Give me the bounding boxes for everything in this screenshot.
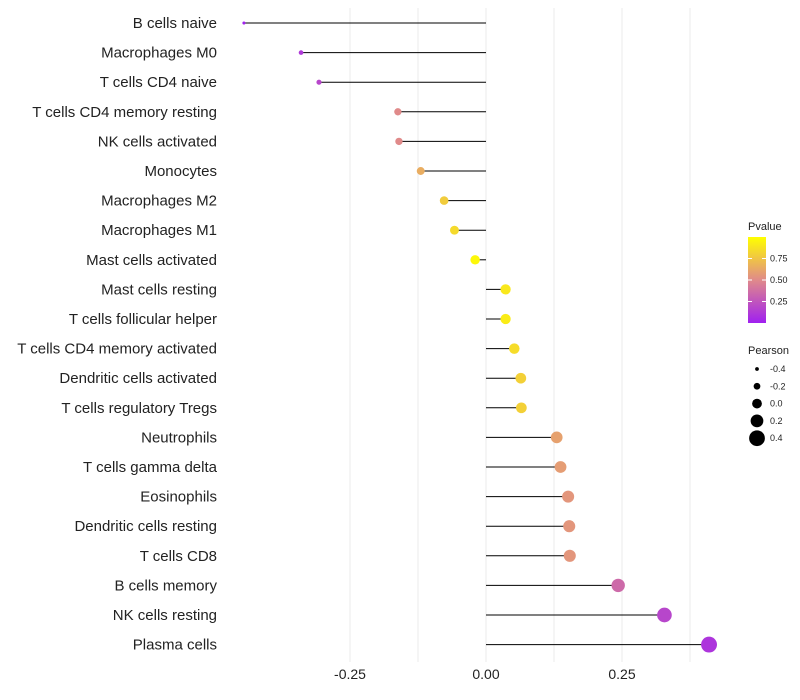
lollipop-point	[439, 196, 449, 205]
lollipop-point	[500, 313, 511, 325]
lollipop-point	[611, 578, 625, 593]
y-tick-label: Neutrophils	[141, 429, 217, 446]
y-tick-label: NK cells activated	[98, 133, 217, 150]
pearson-legend-label: 0.0	[770, 399, 783, 409]
lollipop-point	[562, 490, 575, 503]
y-tick-label: Dendritic cells resting	[74, 518, 217, 535]
pvalue-legend-title: Pvalue	[748, 221, 782, 233]
lollipop-point	[316, 79, 322, 85]
y-tick-label: T cells gamma delta	[83, 459, 218, 476]
lollipop-segments	[243, 22, 710, 646]
y-tick-label: Monocytes	[144, 163, 217, 180]
pvalue-legend-label: 0.25	[770, 297, 788, 307]
y-tick-label: Macrophages M0	[101, 45, 217, 62]
lollipop-point	[416, 167, 425, 175]
pearson-legend-dot	[749, 430, 765, 447]
y-tick-label: Mast cells resting	[101, 281, 217, 298]
pearson-legend-entries: -0.4 -0.2 0.0 0.2 0.4	[749, 364, 786, 447]
lollipop-point	[470, 255, 480, 265]
pvalue-legend-label: 0.50	[770, 275, 788, 285]
lollipop-point	[500, 284, 511, 295]
pearson-legend-dot	[750, 414, 764, 428]
y-tick-label: T cells CD4 memory activated	[17, 341, 217, 358]
pearson-legend-dot	[755, 367, 759, 371]
lollipop-point	[515, 402, 527, 414]
y-tick-label: NK cells resting	[113, 607, 217, 624]
lollipop-point	[509, 343, 520, 354]
y-tick-label: T cells CD8	[140, 548, 217, 565]
y-tick-label: T cells follicular helper	[69, 311, 217, 328]
lollipop-point	[450, 225, 459, 235]
lollipop-point	[554, 461, 567, 473]
y-tick-label: T cells CD4 memory resting	[32, 104, 217, 121]
y-tick-label: T cells regulatory Tregs	[61, 400, 217, 417]
lollipop-point	[515, 372, 527, 384]
y-tick-label: B cells memory	[114, 577, 217, 594]
x-tick-label: 0.25	[608, 666, 635, 682]
y-axis-labels: B cells naive Macrophages M0 T cells CD4 n…	[17, 15, 217, 654]
pearson-legend: Pearson -0.4 -0.2 0.0 0.2 0.4	[748, 345, 789, 447]
x-tick-label: 0.00	[472, 666, 499, 682]
pearson-legend-label: 0.4	[770, 433, 783, 443]
y-tick-label: B cells naive	[133, 15, 217, 32]
pvalue-legend: Pvalue 0.75 0.50 0.25	[748, 221, 788, 323]
y-tick-label: Macrophages M2	[101, 193, 217, 210]
x-tick-label: -0.25	[334, 666, 366, 682]
pvalue-legend-label: 0.75	[770, 254, 788, 264]
pearson-legend-label: 0.2	[770, 416, 783, 426]
pearson-legend-title: Pearson	[748, 345, 789, 357]
lollipop-point	[395, 137, 403, 146]
y-tick-label: Dendritic cells activated	[59, 370, 217, 387]
lollipop-point	[563, 520, 576, 533]
pearson-legend-label: -0.4	[770, 364, 786, 374]
lollipop-points	[242, 21, 717, 653]
pearson-legend-label: -0.2	[770, 381, 786, 391]
lollipop-point	[563, 549, 576, 562]
pearson-legend-dot	[753, 382, 761, 390]
y-tick-label: T cells CD4 naive	[100, 74, 217, 91]
lollipop-point	[242, 21, 246, 25]
x-axis-tick-labels: -0.25 0.00 0.25	[334, 666, 636, 682]
y-tick-label: Mast cells activated	[86, 252, 217, 269]
y-tick-label: Eosinophils	[140, 489, 217, 506]
lollipop-point	[550, 431, 563, 444]
lollipop-point	[657, 607, 672, 623]
y-tick-label: Macrophages M1	[101, 222, 217, 239]
grid-lines	[349, 8, 691, 662]
lollipop-point	[701, 636, 717, 653]
lollipop-point	[394, 108, 402, 116]
lollipop-point	[298, 50, 304, 55]
y-tick-label: Plasma cells	[133, 637, 217, 654]
pvalue-legend-ticks: 0.75 0.50 0.25	[748, 254, 788, 307]
pvalue-colorbar	[748, 237, 766, 323]
pearson-legend-dot	[752, 398, 762, 409]
